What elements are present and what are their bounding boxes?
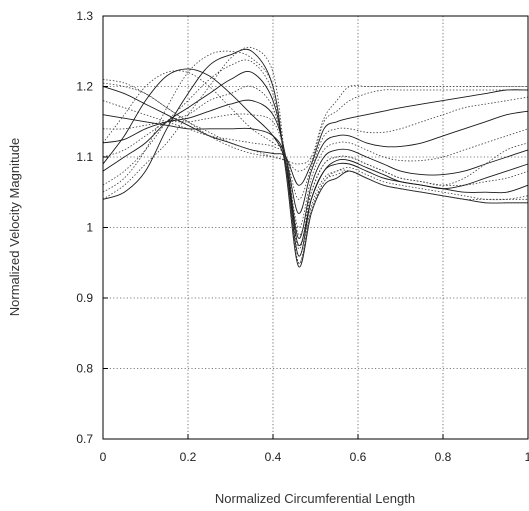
series-line-7 — [102, 110, 529, 214]
x-tick-label: 0.4 — [265, 450, 282, 464]
series-lines — [102, 46, 529, 268]
grid-lines — [103, 16, 528, 439]
y-tick-label: 0.8 — [76, 362, 93, 376]
x-tick-label: 1 — [525, 450, 529, 464]
series-line-1 — [102, 48, 528, 268]
series-line-3 — [102, 71, 529, 257]
x-tick-label: 0 — [100, 450, 107, 464]
series-line-13 — [102, 68, 529, 246]
series-line-14 — [102, 50, 528, 264]
series-line-5 — [102, 99, 529, 239]
series-line-9 — [102, 86, 529, 186]
y-tick-label: 0.9 — [76, 291, 93, 305]
series-line-12 — [102, 70, 529, 236]
series-line-6 — [102, 113, 529, 228]
tick-labels: 0 0.2 0.4 0.6 0.8 1 0.7 0.8 0.9 1 1.1 1.2 1.3 — [76, 9, 529, 464]
series-line-2 — [102, 59, 529, 264]
x-axis-title: Normalized Circumferential Length — [215, 491, 415, 506]
y-tick-label: 0.7 — [76, 432, 93, 446]
y-tick-label: 1 — [86, 221, 93, 235]
series-line-15 — [102, 46, 528, 264]
y-tick-label: 1.1 — [76, 150, 93, 164]
series-line-4 — [102, 85, 529, 250]
x-tick-label: 0.2 — [180, 450, 197, 464]
series-line-11 — [102, 82, 528, 165]
y-tick-label: 1.3 — [76, 9, 93, 23]
series-line-8 — [102, 96, 529, 200]
x-tick-label: 0.6 — [350, 450, 367, 464]
y-tick-label: 1.2 — [76, 80, 93, 94]
x-tick-label: 0.8 — [435, 450, 452, 464]
y-axis-title: Normalized Velocity Magnitude — [7, 138, 22, 316]
